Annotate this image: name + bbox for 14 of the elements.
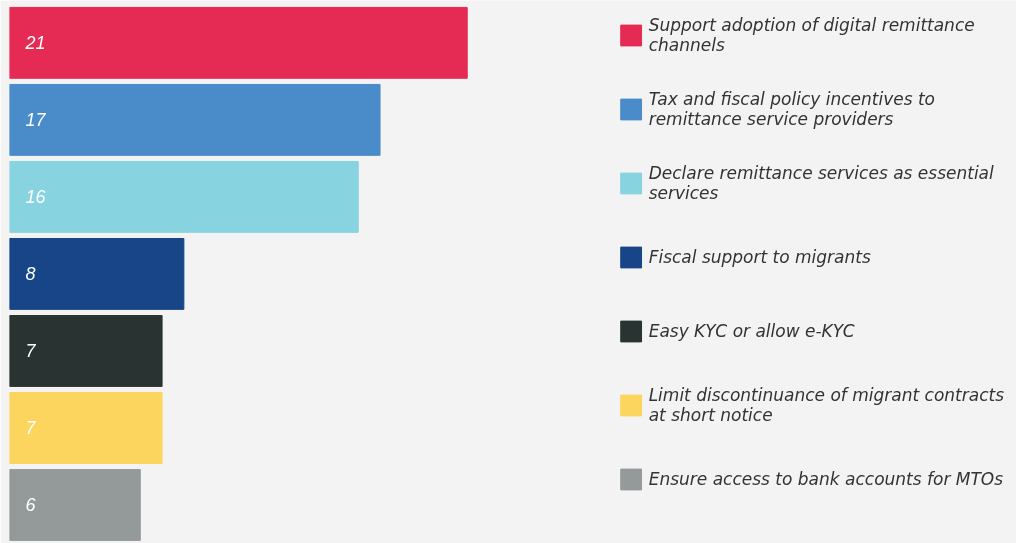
data-label: 7 [25, 418, 37, 439]
data-label: 7 [25, 341, 37, 362]
data-label: 16 [25, 187, 47, 208]
legend-label: Ensure access to bank accounts for MTOs [648, 468, 1004, 491]
legend-label: Tax and fiscal policy incentives to remittance service providers [648, 88, 936, 131]
data-label: 17 [25, 110, 47, 131]
legend-label: Fiscal support to migrants [648, 246, 871, 269]
legend-label: Declare remittance services as essential services [648, 162, 994, 205]
legend-label: Limit discontinuance of migrant contracts at short notice [648, 384, 1004, 427]
legend-label: Easy KYC or allow e-KYC [648, 320, 855, 343]
data-label: 8 [25, 264, 36, 285]
data-label: 21 [24, 33, 46, 54]
data-label: 6 [25, 495, 37, 516]
legend-label: Support adoption of digital remittance channels [648, 14, 975, 57]
